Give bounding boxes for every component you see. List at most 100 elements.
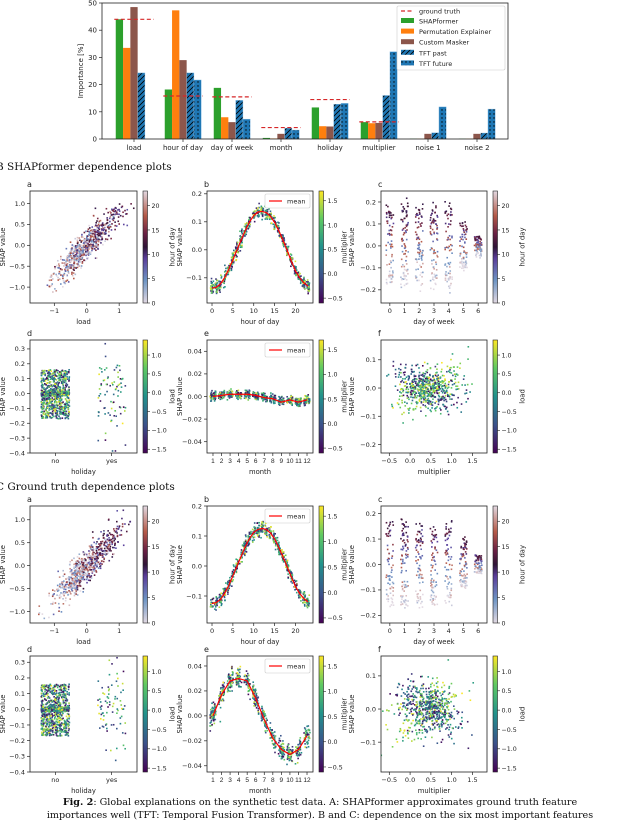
scatter-point: [113, 214, 115, 216]
scatter-point: [444, 392, 446, 394]
scatter-point: [79, 261, 81, 263]
colorbar-tick-label: 20: [152, 203, 160, 210]
scatter-point: [102, 541, 104, 543]
scatter-point: [435, 223, 437, 225]
scatter-point: [66, 383, 68, 385]
scatter-point: [414, 397, 416, 399]
scatter-point: [62, 587, 64, 589]
scatter-point: [41, 372, 43, 374]
scatter-point: [219, 290, 221, 292]
y-tick-label: 0.3: [15, 345, 25, 353]
scatter-point: [60, 400, 62, 402]
scatter-point: [475, 238, 477, 240]
scatter-point: [430, 409, 432, 411]
scatter-point: [417, 244, 419, 246]
scatter-point: [471, 383, 473, 385]
scatter-point: [261, 209, 263, 211]
scatter-point: [116, 213, 118, 215]
scatter-point: [479, 257, 481, 259]
scatter-point: [308, 398, 310, 400]
scatter-point: [405, 385, 407, 387]
y-tick-label: 10: [88, 108, 97, 116]
scatter-point: [59, 271, 61, 273]
scatter-point: [438, 380, 440, 382]
scatter-point: [53, 392, 55, 394]
scatter-point: [47, 393, 49, 395]
scatter-point: [120, 413, 122, 415]
bar-tft-future: [439, 107, 446, 139]
scatter-point: [427, 363, 429, 365]
scatter-point: [400, 372, 402, 374]
scatter-point: [437, 239, 439, 241]
scatter-point: [54, 266, 56, 268]
scatter-point: [44, 393, 46, 395]
colorbar-tick-label: 0.0: [328, 421, 338, 428]
scatter-point: [76, 586, 78, 588]
scatter-point: [445, 223, 447, 225]
scatter-point: [447, 247, 449, 249]
scatter-point: [425, 400, 427, 402]
scatter-point: [408, 412, 410, 414]
scatter-point: [418, 218, 420, 220]
scatter-point: [110, 534, 112, 536]
scatter-point: [43, 400, 45, 402]
y-tick-label: 0.0: [15, 242, 25, 250]
scatter-point: [420, 266, 422, 268]
scatter-point: [111, 556, 113, 558]
scatter-point: [464, 221, 466, 223]
bar-tft-past: [334, 104, 341, 139]
scatter-point: [262, 214, 264, 216]
scatter-point: [300, 281, 302, 283]
scatter-point: [94, 574, 96, 576]
colorbar-tick-label: 0: [152, 300, 156, 307]
scatter-point: [456, 402, 458, 404]
scatter-point: [129, 521, 131, 523]
scatter-point: [416, 401, 418, 403]
scatter-point: [52, 408, 54, 410]
scatter-point: [120, 391, 122, 393]
scatter-point: [420, 389, 422, 391]
scatter-point: [98, 412, 100, 414]
scatter-point: [61, 582, 63, 584]
scatter-point: [66, 584, 68, 586]
scatter-point: [217, 280, 219, 282]
scatter-point: [100, 383, 102, 385]
scatter-point: [451, 245, 453, 247]
scatter-point: [101, 371, 103, 373]
scatter-point: [41, 406, 43, 408]
scatter-point: [72, 275, 74, 277]
scatter-point: [223, 287, 225, 289]
scatter-point: [404, 371, 406, 373]
scatter-point: [123, 544, 125, 546]
scatter-point: [405, 250, 407, 252]
scatter-point: [425, 388, 427, 390]
scatter-point: [411, 403, 413, 405]
scatter-point: [306, 281, 308, 283]
scatter-point: [114, 410, 116, 412]
scatter-point: [407, 273, 409, 275]
scatter-point: [43, 406, 45, 408]
scatter-point: [411, 369, 413, 371]
scatter-point: [450, 224, 452, 226]
colorbar-tick-label: −0.5: [328, 445, 343, 452]
scatter-point: [248, 389, 250, 391]
scatter-point: [46, 378, 48, 380]
scatter-point: [395, 369, 397, 371]
scatter-point: [236, 256, 238, 258]
scatter-point: [410, 394, 412, 396]
scatter-point: [430, 214, 432, 216]
scatter-point: [433, 288, 435, 290]
scatter-point: [480, 239, 482, 241]
scatter-point: [100, 242, 102, 244]
scatter-point: [279, 397, 281, 399]
scatter-point: [92, 531, 94, 533]
colorbar-tick-label: −0.5: [152, 409, 167, 416]
bar-shapformer: [165, 89, 172, 139]
scatter-point: [273, 401, 275, 403]
y-tick-label: −0.2: [360, 286, 376, 294]
scatter-point: [432, 278, 434, 280]
scatter-point: [416, 261, 418, 263]
scatter-point: [69, 264, 71, 266]
scatter-point: [90, 548, 92, 550]
scatter-point: [404, 247, 406, 249]
